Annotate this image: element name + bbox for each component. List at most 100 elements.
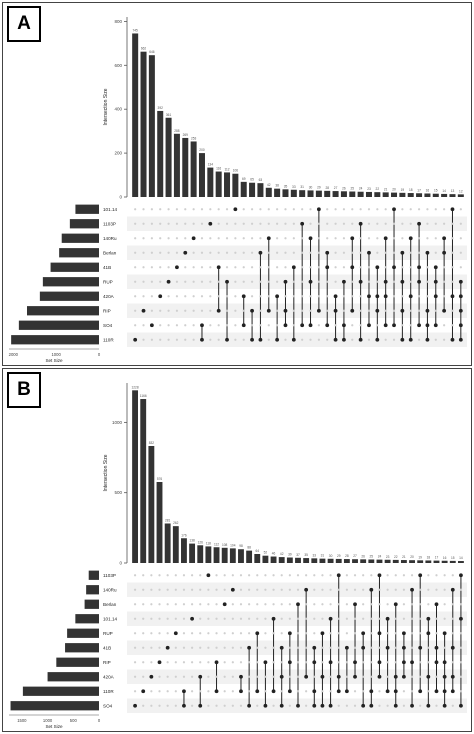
bar-value-label: 104	[230, 543, 236, 547]
matrix-dot-empty	[150, 208, 153, 211]
bar-value-label: 392	[158, 106, 164, 110]
matrix-dot-empty	[192, 295, 195, 298]
matrix-dot-filled	[450, 645, 455, 650]
intersection-bar	[189, 543, 196, 563]
set-size-bar	[39, 291, 99, 301]
matrix-dot-empty	[276, 208, 279, 211]
matrix-dot-filled	[417, 265, 421, 270]
matrix-dot-empty	[427, 603, 430, 606]
matrix-dot-filled	[320, 703, 325, 708]
matrix-dot-filled	[173, 631, 178, 636]
matrix-dot-filled	[342, 323, 346, 328]
intersection-bar	[349, 191, 356, 197]
matrix-dot-empty	[384, 251, 387, 254]
matrix-dot-empty	[267, 295, 270, 298]
matrix-dot-empty	[317, 324, 320, 327]
matrix-dot-empty	[215, 574, 218, 577]
matrix-dot-empty	[264, 603, 267, 606]
matrix-dot-empty	[133, 588, 137, 591]
matrix-dot-empty	[292, 280, 295, 283]
matrix-dot-filled	[353, 602, 357, 607]
set-size-bar	[56, 657, 99, 667]
matrix-dot-filled	[375, 337, 380, 342]
matrix-dot-empty	[280, 588, 283, 591]
matrix-dot-empty	[394, 632, 397, 635]
matrix-dot-empty	[272, 588, 275, 591]
matrix-dot-empty	[434, 251, 437, 254]
matrix-dot-empty	[280, 617, 283, 620]
matrix-dot-filled	[200, 323, 204, 328]
matrix-dot-empty	[209, 237, 212, 240]
matrix-dot-filled	[358, 279, 363, 284]
matrix-dot-empty	[451, 237, 454, 240]
bar-value-label: 35	[304, 553, 308, 557]
matrix-dot-empty	[321, 603, 324, 606]
matrix-dot-empty	[134, 237, 137, 240]
matrix-dot-empty	[175, 222, 179, 225]
matrix-dot-filled	[182, 703, 186, 708]
matrix-dot-empty	[309, 338, 312, 341]
matrix-dot-filled	[408, 236, 413, 241]
matrix-dot-empty	[209, 208, 212, 211]
matrix-dot-filled	[175, 265, 179, 270]
matrix-dot-empty	[242, 309, 245, 312]
bar-value-label: 37	[296, 553, 300, 557]
matrix-dot-empty	[419, 661, 422, 664]
matrix-dot-empty	[301, 237, 304, 240]
intersection-bar	[382, 192, 389, 197]
matrix-dot-filled	[408, 337, 413, 342]
bar-value-label: 112	[224, 167, 229, 171]
matrix-dot-empty	[427, 588, 430, 591]
matrix-dot-empty	[351, 208, 354, 211]
matrix-dot-filled	[377, 660, 382, 665]
matrix-dot-empty	[353, 588, 357, 591]
matrix-dot-empty	[267, 208, 270, 211]
matrix-dot-filled	[350, 265, 355, 270]
matrix-dot-empty	[264, 675, 267, 678]
matrix-dot-filled	[183, 250, 188, 255]
matrix-dot-empty	[370, 632, 373, 635]
matrix-dot-empty	[248, 603, 251, 606]
matrix-dot-empty	[280, 661, 283, 664]
matrix-dot-empty	[133, 675, 137, 678]
matrix-dot-empty	[459, 690, 463, 693]
set-size-axis-title: Set Size	[45, 358, 63, 363]
panel-label: A	[7, 6, 41, 42]
matrix-dot-empty	[234, 266, 237, 269]
matrix-dot-empty	[426, 237, 429, 240]
intersection-bar	[262, 555, 269, 563]
bar-value-label: 30	[329, 554, 333, 558]
matrix-dot-empty	[419, 675, 422, 678]
matrix-dot-empty	[451, 574, 454, 577]
matrix-dot-filled	[308, 323, 313, 328]
intersection-bar	[213, 547, 220, 563]
matrix-dot-empty	[435, 617, 438, 620]
intersection-bar	[165, 117, 172, 197]
matrix-dot-empty	[353, 574, 357, 577]
set-size-tick-label: 0	[98, 718, 101, 723]
matrix-dot-empty	[313, 574, 316, 577]
matrix-dot-filled	[375, 265, 380, 270]
matrix-dot-empty	[259, 295, 262, 298]
matrix-dot-empty	[225, 222, 229, 225]
intersection-bar	[368, 559, 375, 563]
intersection-bar	[324, 190, 331, 197]
matrix-dot-empty	[142, 661, 145, 664]
matrix-dot-empty	[175, 295, 179, 298]
intersection-bar	[315, 190, 322, 197]
matrix-dot-empty	[362, 574, 365, 577]
bar-value-label: 112	[214, 542, 219, 546]
bar-value-label: 33	[313, 553, 317, 557]
matrix-dot-filled	[442, 250, 447, 255]
matrix-dot-filled	[200, 337, 204, 342]
matrix-dot-empty	[367, 309, 371, 312]
intersection-bar	[299, 190, 306, 197]
matrix-dot-empty	[159, 280, 162, 283]
matrix-dot-empty	[459, 588, 463, 591]
matrix-dot-filled	[239, 674, 243, 679]
matrix-dot-empty	[200, 266, 204, 269]
intersection-bar	[399, 192, 406, 197]
matrix-dot-empty	[167, 324, 170, 327]
matrix-dot-empty	[242, 222, 245, 225]
intersection-bar	[360, 559, 367, 563]
